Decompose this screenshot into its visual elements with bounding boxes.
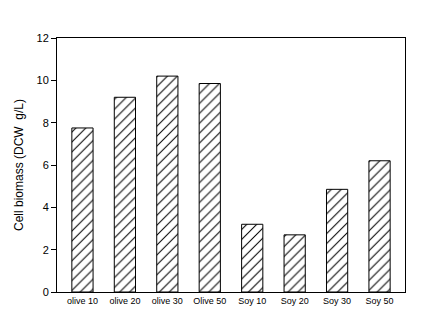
svg-text:Soy 10: Soy 10: [238, 296, 266, 306]
svg-text:Cell biomass (DCW g/L): Cell biomass (DCW g/L): [12, 99, 26, 231]
svg-text:olive 30: olive 30: [152, 296, 183, 306]
svg-text:olive 10: olive 10: [67, 296, 98, 306]
svg-text:4: 4: [43, 201, 49, 213]
svg-text:10: 10: [37, 74, 49, 86]
svg-text:olive 20: olive 20: [109, 296, 140, 306]
svg-text:12: 12: [37, 32, 49, 44]
svg-text:Soy 30: Soy 30: [323, 296, 351, 306]
svg-text:0: 0: [43, 286, 49, 298]
svg-text:Soy 20: Soy 20: [281, 296, 309, 306]
svg-text:Olive 50: Olive 50: [193, 296, 226, 306]
svg-text:2: 2: [43, 244, 49, 256]
svg-text:6: 6: [43, 159, 49, 171]
svg-text:Soy 50: Soy 50: [366, 296, 394, 306]
svg-text:8: 8: [43, 117, 49, 129]
